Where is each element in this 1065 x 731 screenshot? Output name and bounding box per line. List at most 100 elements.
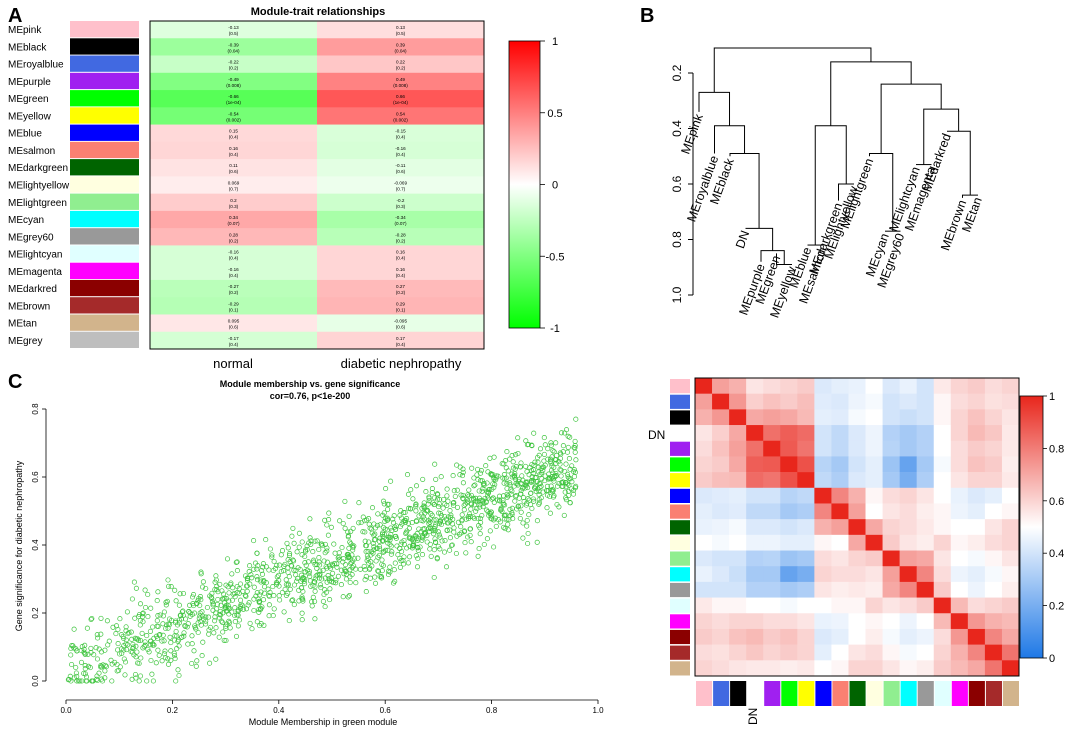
scatter-point: [148, 605, 154, 611]
scatter-point: [573, 416, 579, 422]
cell-pvalue: (0.1): [396, 307, 406, 312]
scatter-point: [517, 515, 523, 522]
scatter-point: [345, 552, 351, 558]
scatter-point: [528, 490, 534, 496]
scatter-point: [150, 678, 156, 684]
scatter-point: [221, 637, 227, 643]
scatter-point: [452, 493, 458, 499]
scatter-point: [367, 575, 373, 581]
eigengene-cell: [848, 425, 866, 442]
scatter-point: [428, 511, 434, 517]
scatter-point: [131, 652, 137, 658]
scatter-point: [73, 670, 79, 676]
scatter-point: [176, 672, 182, 679]
scatter-point: [484, 507, 490, 513]
cell-value: 0.22: [396, 60, 405, 65]
cell-value: -0.27: [228, 284, 239, 289]
scatter-point: [393, 533, 399, 539]
scatter-point: [159, 658, 165, 664]
column-swatch-medarkgreen: [849, 681, 866, 706]
eigengene-cell: [746, 628, 764, 645]
scatter-point: [553, 470, 559, 477]
scatter-point: [141, 644, 147, 650]
eigengene-cell: [916, 487, 935, 504]
eigengene-cell: [797, 644, 815, 661]
scatter-point: [525, 530, 531, 537]
scatter-point: [363, 589, 369, 595]
scatter-point: [226, 620, 233, 626]
scatter-point: [270, 613, 276, 619]
scatter-point: [550, 448, 556, 454]
scatter-point: [420, 533, 426, 539]
cell-value: -0.13: [228, 25, 239, 30]
scatter-point: [484, 536, 490, 542]
eigengene-cell: [712, 472, 730, 489]
scatter-point: [249, 575, 255, 581]
eigengene-cell: [763, 581, 781, 598]
eigengene-cell: [695, 597, 713, 614]
scatter-point: [498, 505, 504, 511]
scatter-y-tick-label: 0.6: [31, 471, 40, 483]
scatter-point: [237, 581, 244, 587]
scatter-point: [404, 545, 410, 551]
scatter-point: [442, 513, 448, 520]
scatter-point: [523, 463, 529, 469]
scatter-point: [271, 593, 277, 599]
swatch-megrey60: [70, 228, 139, 245]
column-swatch-melightcyan: [934, 681, 951, 706]
scatter-point: [109, 678, 115, 684]
eigengene-cell: [899, 660, 917, 677]
cell-pvalue: (0.1): [229, 307, 239, 312]
scatter-point: [254, 577, 261, 583]
scatter-point: [519, 485, 526, 492]
cell-pvalue: (0.4): [229, 256, 239, 261]
scatter-point: [261, 622, 267, 628]
row-label-melightgreen: MElightgreen: [8, 198, 67, 209]
cell-pvalue: (0.5): [396, 31, 406, 36]
eigengene-cell: [746, 597, 764, 614]
scatter-point: [563, 461, 569, 467]
row-swatch-meroyalblue: [670, 394, 690, 409]
scatter-point: [531, 467, 537, 473]
eigengene-cell: [712, 440, 730, 457]
eigengene-cell: [780, 472, 798, 489]
eigengene-cell: [933, 644, 952, 661]
scatter-point: [121, 656, 127, 662]
eigengene-cell: [712, 628, 730, 645]
scatter-point: [322, 575, 328, 581]
scatter-point: [82, 666, 88, 672]
eigengene-cell: [882, 456, 900, 473]
eigengene-cell: [848, 550, 866, 567]
eigengene-cell: [984, 613, 1003, 630]
scatter-point: [540, 467, 546, 473]
eigengene-cell: [865, 409, 883, 426]
scatter-point: [246, 569, 252, 575]
scatter-point: [161, 651, 167, 657]
cell-mepurple-normal: [150, 72, 317, 91]
eigengene-cell: [712, 613, 730, 630]
scatter-point: [422, 510, 428, 516]
scatter-point: [504, 485, 510, 492]
scatter-point: [74, 648, 80, 654]
scatter-point: [327, 597, 333, 603]
eigengene-cell: [831, 409, 849, 426]
scatter-point: [521, 498, 527, 505]
scatter-point: [172, 587, 178, 593]
scatter-point: [98, 631, 104, 637]
swatch-mesalmon: [70, 141, 139, 159]
scatter-point: [213, 625, 219, 631]
scatter-point: [291, 582, 298, 588]
scatter-point: [497, 519, 503, 525]
eigengene-cell: [1001, 597, 1020, 614]
scatter-point: [296, 598, 302, 604]
scatter-point: [348, 528, 354, 534]
scatter-point: [74, 673, 80, 679]
eigengene-cell: [899, 613, 917, 630]
scatter-point: [251, 607, 257, 614]
scatter-point: [372, 580, 379, 586]
cell-pvalue: (0.07): [394, 221, 406, 226]
eigengene-cell: [848, 409, 866, 426]
cell-medarkred-normal: [150, 279, 317, 298]
scatter-point: [488, 513, 494, 519]
scatter-point: [438, 474, 444, 480]
